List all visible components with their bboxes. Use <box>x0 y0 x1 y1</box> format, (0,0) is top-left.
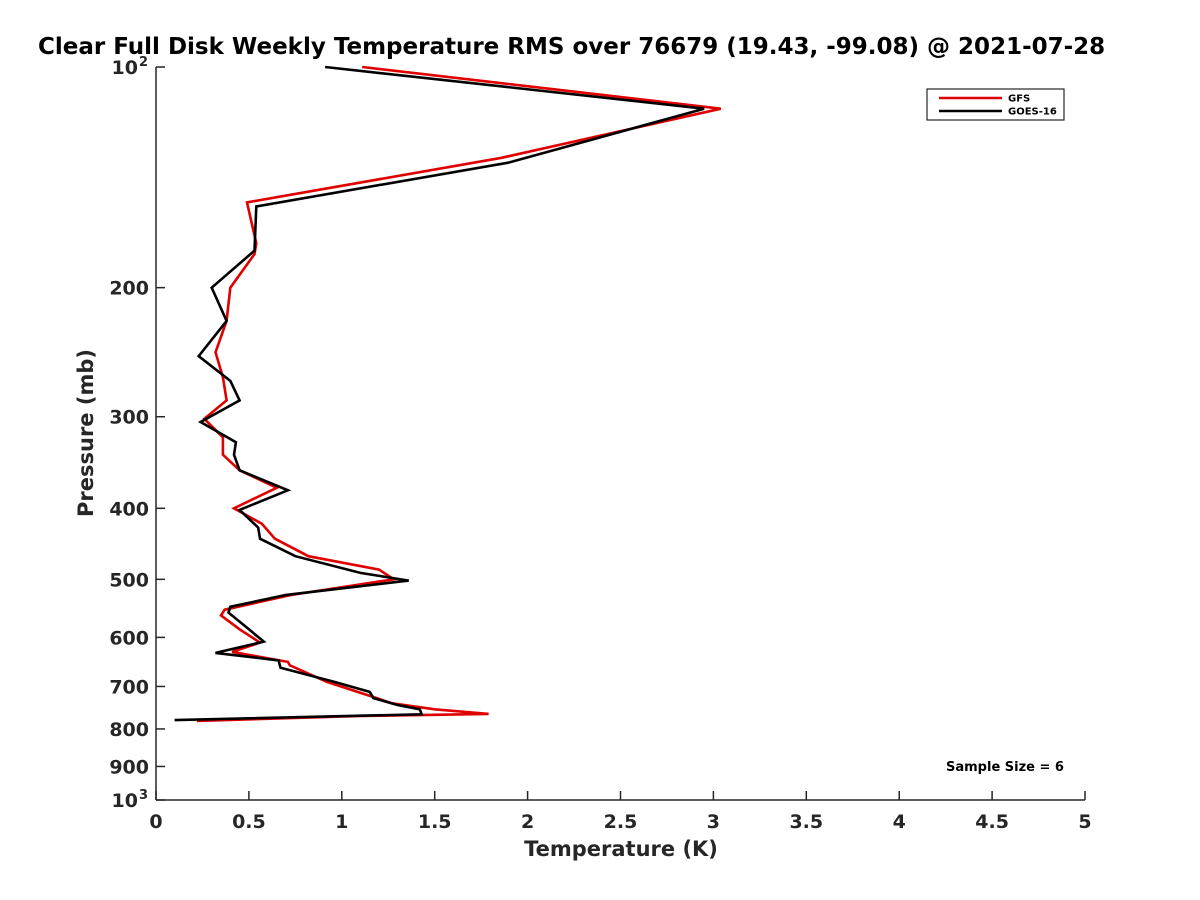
x-tick-label: 0.5 <box>232 811 266 833</box>
x-axis-label: Temperature (K) <box>524 837 718 861</box>
y-tick-label: 700 <box>109 676 149 698</box>
x-tick-label: 5 <box>1078 811 1091 833</box>
legend: GFS GOES-16 <box>926 88 1065 121</box>
legend-box <box>926 88 1065 121</box>
y-tick-exponent: 2 <box>139 55 148 70</box>
y-tick-label: 500 <box>109 569 149 591</box>
x-tick-label: 1 <box>335 811 348 833</box>
x-tick-label: 3 <box>707 811 720 833</box>
y-tick-label: 200 <box>109 278 149 300</box>
x-tick-label: 2 <box>521 811 534 833</box>
x-tick-label: 1.5 <box>418 811 452 833</box>
y-tick-label: 300 <box>109 407 149 429</box>
series-line-gfs <box>196 65 722 723</box>
x-tick-label: 4.5 <box>975 811 1009 833</box>
x-tick-label: 3.5 <box>789 811 823 833</box>
chart-title: Clear Full Disk Weekly Temperature RMS o… <box>38 34 1105 60</box>
legend-label-goes-16: GOES-16 <box>1008 107 1057 118</box>
y-tick-label: 900 <box>109 756 149 778</box>
sample-size-annotation: Sample Size = 6 <box>946 760 1064 775</box>
y-tick-label: 600 <box>109 627 149 649</box>
series-lines <box>174 65 722 723</box>
y-tick-label: 10 <box>112 57 138 79</box>
legend-label-gfs: GFS <box>1008 94 1030 105</box>
axes <box>155 67 1085 801</box>
x-ticks: 0 0.5 1 1.5 2 2.5 3 3.5 4 4.5 5 <box>149 791 1092 833</box>
y-tick-label: 10 <box>112 790 138 812</box>
y-axis-label: Pressure (mb) <box>74 349 98 517</box>
x-tick-label: 0 <box>149 811 162 833</box>
x-tick-label: 4 <box>893 811 906 833</box>
y-tick-label: 400 <box>109 498 149 520</box>
series-line-goes-16 <box>174 65 705 722</box>
y-tick-label: 800 <box>109 719 149 741</box>
x-tick-label: 2.5 <box>604 811 638 833</box>
y-tick-exponent: 3 <box>139 788 148 803</box>
